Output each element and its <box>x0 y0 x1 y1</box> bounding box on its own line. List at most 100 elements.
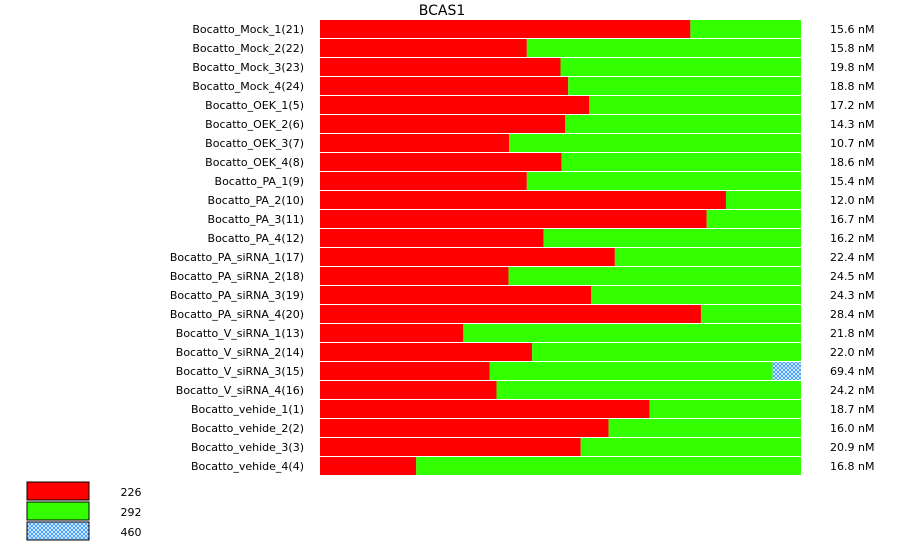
bar-segment-226 <box>320 362 490 380</box>
total-label: 15.6 nM <box>830 23 874 36</box>
total-label: 16.2 nM <box>830 232 874 245</box>
bar-segment-292 <box>690 20 801 38</box>
total-label: 20.9 nM <box>830 441 874 454</box>
category-label: Bocatto_V_siRNA_3(15) <box>176 365 304 378</box>
bar-segment-292 <box>591 286 801 304</box>
total-label: 14.3 nM <box>830 118 874 131</box>
total-label: 18.6 nM <box>830 156 874 169</box>
bar-segment-226 <box>320 172 527 190</box>
category-label: Bocatto_Mock_2(22) <box>192 42 304 55</box>
category-label: Bocatto_vehide_3(3) <box>191 441 304 454</box>
total-label: 24.5 nM <box>830 270 874 283</box>
bar-segment-292 <box>608 419 801 437</box>
total-label: 16.7 nM <box>830 213 874 226</box>
bar-segment-292 <box>496 381 801 399</box>
category-label: Bocatto_PA_4(12) <box>208 232 304 245</box>
category-label: Bocatto_OEK_4(8) <box>205 156 304 169</box>
bar-segment-226 <box>320 419 609 437</box>
bar-segment-460 <box>772 362 801 380</box>
bar-segment-226 <box>320 248 615 266</box>
bar-segment-226 <box>320 153 562 171</box>
chart-title: BCAS1 <box>419 3 466 19</box>
total-label: 24.3 nM <box>830 289 874 302</box>
bar-segment-226 <box>320 77 569 95</box>
legend-swatch-460 <box>26 521 90 541</box>
category-label: Bocatto_Mock_4(24) <box>192 80 304 93</box>
category-label: Bocatto_V_siRNA_1(13) <box>176 327 304 340</box>
total-label: 69.4 nM <box>830 365 874 378</box>
legend-swatch-226 <box>26 481 90 501</box>
total-label: 22.0 nM <box>830 346 874 359</box>
legend-label: 292 <box>121 506 142 519</box>
total-label: 10.7 nM <box>830 137 874 150</box>
category-label: Bocatto_vehide_1(1) <box>191 403 304 416</box>
bar-segment-292 <box>580 438 801 456</box>
category-label: Bocatto_PA_3(11) <box>208 213 304 226</box>
bar-segment-226 <box>320 286 592 304</box>
bar-segment-292 <box>700 305 801 323</box>
category-label: Bocatto_vehide_2(2) <box>191 422 304 435</box>
category-label: Bocatto_PA_siRNA_1(17) <box>170 251 304 264</box>
total-label: 16.0 nM <box>830 422 874 435</box>
total-label: 22.4 nM <box>830 251 874 264</box>
bar-segment-292 <box>614 248 801 266</box>
bar-segment-226 <box>320 210 707 228</box>
category-label: Bocatto_PA_siRNA_4(20) <box>170 308 304 321</box>
category-label: Bocatto_PA_siRNA_3(19) <box>170 289 304 302</box>
category-label: Bocatto_OEK_1(5) <box>205 99 304 112</box>
total-label: 12.0 nM <box>830 194 874 207</box>
bar-segment-226 <box>320 96 590 114</box>
category-label: Bocatto_OEK_3(7) <box>205 137 304 150</box>
total-label: 24.2 nM <box>830 384 874 397</box>
legend-label: 226 <box>121 486 142 499</box>
bar-segment-292 <box>568 77 801 95</box>
bar-segment-292 <box>565 115 801 133</box>
bar-segment-292 <box>532 343 801 361</box>
bar-segment-226 <box>320 400 650 418</box>
total-label: 16.8 nM <box>830 460 874 473</box>
category-label: Bocatto_V_siRNA_4(16) <box>176 384 304 397</box>
category-label: Bocatto_PA_siRNA_2(18) <box>170 270 304 283</box>
total-label: 18.7 nM <box>830 403 874 416</box>
bar-segment-226 <box>320 39 527 57</box>
bar-segment-226 <box>320 343 533 361</box>
bars-group: Bocatto_Mock_1(21) 15.6 nM Bocatto_Mock_2(… <box>170 20 874 475</box>
total-label: 28.4 nM <box>830 308 874 321</box>
bar-segment-226 <box>320 457 417 475</box>
bar-segment-226 <box>320 115 566 133</box>
category-label: Bocatto_vehide_4(4) <box>191 460 304 473</box>
bar-segment-292 <box>489 362 773 380</box>
total-label: 15.4 nM <box>830 175 874 188</box>
bar-segment-292 <box>560 58 801 76</box>
category-label: Bocatto_Mock_1(21) <box>192 23 304 36</box>
bar-segment-292 <box>725 191 801 209</box>
bar-segment-292 <box>509 134 801 152</box>
category-label: Bocatto_Mock_3(23) <box>192 61 304 74</box>
legend-swatch-292 <box>26 501 90 521</box>
bar-segment-226 <box>320 324 464 342</box>
bar-segment-292 <box>706 210 801 228</box>
bar-segment-226 <box>320 305 701 323</box>
bar-segment-292 <box>561 153 801 171</box>
category-label: Bocatto_PA_2(10) <box>208 194 304 207</box>
bar-segment-226 <box>320 381 497 399</box>
legend-label: 460 <box>121 526 142 539</box>
category-label: Bocatto_OEK_2(6) <box>205 118 304 131</box>
category-label: Bocatto_PA_1(9) <box>215 175 304 188</box>
total-label: 19.8 nM <box>830 61 874 74</box>
bar-segment-226 <box>320 438 581 456</box>
bar-segment-226 <box>320 134 510 152</box>
bar-segment-292 <box>589 96 801 114</box>
total-label: 18.8 nM <box>830 80 874 93</box>
bar-segment-292 <box>508 267 801 285</box>
bar-segment-292 <box>543 229 801 247</box>
total-label: 17.2 nM <box>830 99 874 112</box>
total-label: 15.8 nM <box>830 42 874 55</box>
total-label: 21.8 nM <box>830 327 874 340</box>
bar-segment-292 <box>416 457 801 475</box>
bar-segment-226 <box>320 58 561 76</box>
bar-segment-226 <box>320 267 509 285</box>
bar-segment-292 <box>649 400 801 418</box>
bar-segment-226 <box>320 229 544 247</box>
